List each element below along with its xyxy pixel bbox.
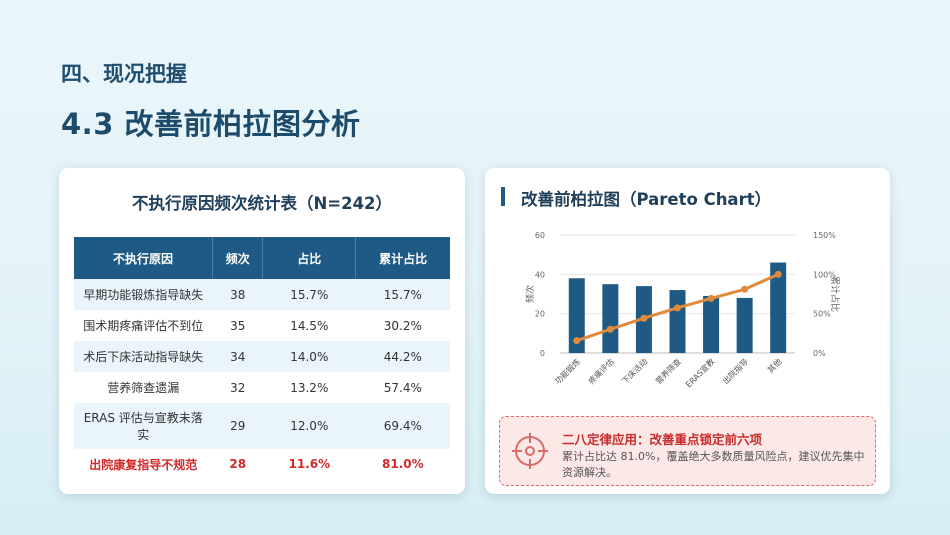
- cell-percentage: 12.0%: [262, 403, 356, 449]
- cell-cumulative: 15.7%: [355, 279, 450, 310]
- cell-reason: 围术期疼痛评估不到位: [83, 319, 204, 333]
- y-axis-label: 频次: [524, 285, 536, 303]
- cumulative-point: [606, 325, 614, 333]
- table-row: 围术期疼痛评估不到位 35 14.5% 30.2%: [74, 310, 450, 341]
- cell-percentage: 11.6%: [288, 457, 331, 471]
- x-tick-label: 疼痛评估: [586, 356, 616, 386]
- x-tick-label: 其他: [765, 356, 783, 374]
- table-row: 早期功能锻炼指导缺失 38 15.7% 15.7%: [74, 279, 450, 310]
- cell-frequency: 35: [230, 318, 246, 333]
- y2-tick-label: 50%: [813, 310, 831, 319]
- cell-frequency: 34: [212, 341, 263, 372]
- pareto-bar: [703, 295, 720, 353]
- pareto-bar: [770, 262, 787, 353]
- y2-tick-label: 0%: [813, 349, 826, 358]
- y-tick-label: 60: [535, 231, 545, 240]
- cell-reason: 营养筛查遗漏: [107, 381, 180, 395]
- title-accent-bar: [501, 187, 505, 206]
- header-reason: 不执行原因: [74, 237, 213, 279]
- y-tick-label: 40: [535, 270, 545, 279]
- cell-percentage: 14.0%: [262, 341, 356, 372]
- frequency-table: 不执行原因 频次 占比 累计占比 早期功能锻炼指导缺失 38 15.7% 15.…: [74, 237, 450, 479]
- cell-frequency: 38: [212, 279, 263, 310]
- cell-reason: 术后下床活动指导缺失: [74, 341, 213, 372]
- pareto-bar: [669, 290, 686, 353]
- table-title: 不执行原因频次统计表（N=242）: [131, 194, 393, 213]
- x-tick-label: 出院指导: [720, 356, 750, 386]
- cumulative-point: [741, 285, 749, 293]
- x-tick-label: ERAS宣教: [683, 356, 716, 389]
- y-tick-label: 0: [540, 349, 545, 358]
- cell-percentage: 14.5%: [290, 318, 329, 333]
- note-text: 累计占比达 81.0%，覆盖绝大多数质量风险点，建议优先集中资源解决。: [562, 450, 865, 479]
- pareto-note-box: 二八定律应用：改善重点锁定前六项 累计占比达 81.0%，覆盖绝大多数质量风险点…: [499, 416, 876, 486]
- section-heading: 四、现况把握: [61, 62, 187, 86]
- cell-cumulative: 30.2%: [383, 318, 422, 333]
- table-row: ERAS 评估与宣教未落实 29 12.0% 69.4%: [74, 403, 450, 449]
- cell-percentage: 15.7%: [262, 279, 356, 310]
- cell-cumulative: 57.4%: [383, 380, 422, 395]
- table-row: 营养筛查遗漏 32 13.2% 57.4%: [74, 372, 450, 403]
- x-tick-label: 下床活动: [620, 356, 650, 386]
- pareto-bar: [568, 278, 585, 353]
- y-tick-label: 20: [535, 310, 545, 319]
- pareto-bar: [602, 284, 619, 353]
- cumulative-point: [674, 304, 681, 312]
- y2-axis-label: 累计占比: [829, 276, 841, 312]
- chart-panel-title: 改善前柏拉图（Pareto Chart）: [521, 190, 772, 209]
- cell-frequency: 28: [229, 457, 247, 471]
- x-tick-label: 营养筛查: [653, 356, 683, 386]
- cumulative-point: [707, 294, 715, 302]
- pareto-chart-card: 改善前柏拉图（Pareto Chart） 0 20 40 60 0% 50% 100% 150…: [485, 168, 890, 494]
- x-tick-label: 功能锻炼: [553, 356, 583, 386]
- page-title: 4.3 改善前柏拉图分析: [61, 107, 361, 141]
- cell-percentage: 13.2%: [290, 380, 329, 395]
- cell-reason: 早期功能锻炼指导缺失: [74, 279, 213, 310]
- cell-reason: 出院康复指导不规范: [89, 457, 198, 472]
- note-title: 二八定律应用：改善重点锁定前六项: [562, 432, 763, 447]
- cell-frequency: 29: [212, 403, 263, 449]
- table-header-row: 不执行原因 频次 占比 累计占比: [74, 237, 450, 279]
- table-row-highlight: 出院康复指导不规范 28 11.6% 81.0%: [74, 449, 450, 479]
- target-icon: [512, 433, 548, 469]
- table-row: 术后下床活动指导缺失 34 14.0% 44.2%: [74, 341, 450, 372]
- header-percentage: 占比: [262, 237, 357, 279]
- cell-reason: ERAS 评估与宣教未落实: [74, 403, 213, 449]
- y2-tick-label: 100%: [813, 270, 836, 279]
- cell-cumulative: 44.2%: [355, 341, 450, 372]
- cumulative-point: [774, 270, 782, 278]
- y2-tick-label: 150%: [813, 231, 836, 240]
- header-cumulative: 累计占比: [355, 237, 450, 279]
- cell-cumulative: 69.4%: [355, 403, 450, 449]
- cumulative-point: [573, 337, 581, 345]
- frequency-table-card: 不执行原因频次统计表（N=242） 不执行原因 频次 占比 累计占比 早期功能锻…: [59, 168, 465, 494]
- cell-frequency: 32: [230, 380, 246, 395]
- header-frequency: 频次: [212, 237, 264, 279]
- cumulative-point: [640, 314, 648, 322]
- pareto-bar: [736, 297, 753, 353]
- cell-cumulative: 81.0%: [382, 457, 424, 471]
